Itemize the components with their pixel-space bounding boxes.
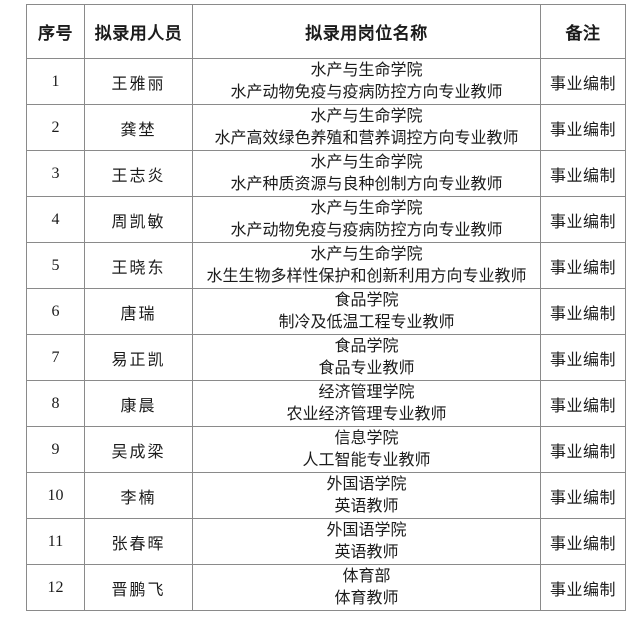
cell-remark: 事业编制 bbox=[540, 104, 626, 151]
cell-position: 食品学院食品专业教师 bbox=[192, 334, 541, 381]
cell-candidate-name: 康晨 bbox=[84, 380, 193, 427]
cell-position: 水产与生命学院水产动物免疫与疫病防控方向专业教师 bbox=[192, 58, 541, 105]
cell-position: 外国语学院 英语教师 bbox=[192, 518, 541, 565]
cell-remark: 事业编制 bbox=[540, 150, 626, 197]
cell-remark: 事业编制 bbox=[540, 58, 626, 105]
cell-index: 4 bbox=[26, 196, 85, 243]
cell-position: 食品学院制冷及低温工程专业教师 bbox=[192, 288, 541, 335]
cell-index: 1 bbox=[26, 58, 85, 105]
position-title: 水生生物多样性保护和创新利用方向专业教师 bbox=[206, 267, 527, 285]
position-college: 食品学院 bbox=[334, 337, 399, 355]
column-header-post: 拟录用岗位名称 bbox=[192, 4, 541, 59]
cell-candidate-name: 周凯敏 bbox=[84, 196, 193, 243]
position-college: 水产与生命学院 bbox=[310, 107, 423, 125]
table-row: 4 周凯敏 水产与生命学院 水产动物免疫与疫病防控方向专业教师 事业编制 bbox=[26, 196, 626, 243]
table-body: 1 王雅丽 水产与生命学院 水产动物免疫与疫病防控方向专业教师 事业编制 2 龚埜 水产与生命… bbox=[26, 58, 626, 611]
cell-remark: 事业编制 bbox=[540, 518, 626, 565]
position-title: 水产高效绿色养殖和营养调控方向专业教师 bbox=[214, 129, 519, 147]
cell-index: 7 bbox=[26, 334, 85, 381]
position-college: 食品学院 bbox=[334, 291, 399, 309]
cell-index: 6 bbox=[26, 288, 85, 335]
position-college: 水产与生命学院 bbox=[310, 199, 423, 217]
cell-index: 12 bbox=[26, 564, 85, 611]
position-title: 体育教师 bbox=[334, 589, 399, 607]
cell-index: 2 bbox=[26, 104, 85, 151]
table-row: 5 王晓东 水产与生命学院 水生生物多样性保护和创新利用方向专业教师 事业编制 bbox=[26, 242, 626, 289]
position-college: 水产与生命学院 bbox=[310, 245, 423, 263]
cell-position: 经济管理学院农业经济管理专业教师 bbox=[192, 380, 541, 427]
cell-remark: 事业编制 bbox=[540, 472, 626, 519]
table-row: 11 张春晖 外国语学院 英语教师 事业编制 bbox=[26, 518, 626, 565]
position-title: 水产动物免疫与疫病防控方向专业教师 bbox=[230, 221, 503, 239]
position-college: 经济管理学院 bbox=[318, 383, 415, 401]
cell-index: 3 bbox=[26, 150, 85, 197]
cell-remark: 事业编制 bbox=[540, 564, 626, 611]
cell-index: 8 bbox=[26, 380, 85, 427]
position-title: 食品专业教师 bbox=[318, 359, 415, 377]
cell-candidate-name: 龚埜 bbox=[84, 104, 193, 151]
cell-position: 水产与生命学院水生生物多样性保护和创新利用方向专业教师 bbox=[192, 242, 541, 289]
position-title: 农业经济管理专业教师 bbox=[286, 405, 447, 423]
cell-remark: 事业编制 bbox=[540, 380, 626, 427]
table-header: 序号 拟录用人员 拟录用岗位名称 备注 bbox=[26, 4, 626, 59]
position-title: 水产种质资源与良种创制方向专业教师 bbox=[230, 175, 503, 193]
cell-candidate-name: 李楠 bbox=[84, 472, 193, 519]
table-row: 6 唐瑞 食品学院 制冷及低温工程专业教师 事业编制 bbox=[26, 288, 626, 335]
cell-position: 外国语学院 英语教师 bbox=[192, 472, 541, 519]
cell-position: 水产与生命学院水产高效绿色养殖和营养调控方向专业教师 bbox=[192, 104, 541, 151]
cell-candidate-name: 王雅丽 bbox=[84, 58, 193, 105]
position-college: 体育部 bbox=[342, 567, 391, 585]
cell-index: 11 bbox=[26, 518, 85, 565]
cell-remark: 事业编制 bbox=[540, 242, 626, 289]
cell-position: 水产与生命学院水产动物免疫与疫病防控方向专业教师 bbox=[192, 196, 541, 243]
cell-candidate-name: 王晓东 bbox=[84, 242, 193, 289]
cell-candidate-name: 张春晖 bbox=[84, 518, 193, 565]
cell-candidate-name: 晋鹏飞 bbox=[84, 564, 193, 611]
cell-candidate-name: 吴成梁 bbox=[84, 426, 193, 473]
cell-position: 水产与生命学院水产种质资源与良种创制方向专业教师 bbox=[192, 150, 541, 197]
position-title: 人工智能专业教师 bbox=[302, 451, 431, 469]
table-row: 8 康晨 经济管理学院 农业经济管理专业教师 事业编制 bbox=[26, 380, 626, 427]
position-college: 水产与生命学院 bbox=[310, 153, 423, 171]
table-row: 9 吴成梁 信息学院 人工智能专业教师 事业编制 bbox=[26, 426, 626, 473]
cell-candidate-name: 易正凯 bbox=[84, 334, 193, 381]
cell-index: 10 bbox=[26, 472, 85, 519]
cell-position: 信息学院人工智能专业教师 bbox=[192, 426, 541, 473]
column-header-name: 拟录用人员 bbox=[84, 4, 193, 59]
cell-candidate-name: 王志炎 bbox=[84, 150, 193, 197]
column-header-index: 序号 bbox=[26, 4, 85, 59]
position-title: 英语教师 bbox=[334, 497, 399, 515]
cell-index: 5 bbox=[26, 242, 85, 289]
position-college: 信息学院 bbox=[334, 429, 399, 447]
position-title: 制冷及低温工程专业教师 bbox=[278, 313, 455, 331]
position-title: 英语教师 bbox=[334, 543, 399, 561]
cell-remark: 事业编制 bbox=[540, 288, 626, 335]
cell-remark: 事业编制 bbox=[540, 426, 626, 473]
table-row: 7 易正凯 食品学院 食品专业教师 事业编制 bbox=[26, 334, 626, 381]
cell-position: 体育部 体育教师 bbox=[192, 564, 541, 611]
table-header-row: 序号 拟录用人员 拟录用岗位名称 备注 bbox=[26, 4, 626, 59]
table-row: 12 晋鹏飞 体育部 体育教师 事业编制 bbox=[26, 564, 626, 611]
table-row: 3 王志炎 水产与生命学院 水产种质资源与良种创制方向专业教师 事业编制 bbox=[26, 150, 626, 197]
position-college: 水产与生命学院 bbox=[310, 61, 423, 79]
position-title: 水产动物免疫与疫病防控方向专业教师 bbox=[230, 83, 503, 101]
hire-candidates-table: 序号 拟录用人员 拟录用岗位名称 备注 1 王雅丽 水产与生命学院 水产动物免疫与疫病… bbox=[26, 4, 626, 611]
column-header-remark: 备注 bbox=[540, 4, 626, 59]
cell-candidate-name: 唐瑞 bbox=[84, 288, 193, 335]
table-row: 10 李楠 外国语学院 英语教师 事业编制 bbox=[26, 472, 626, 519]
cell-remark: 事业编制 bbox=[540, 196, 626, 243]
position-college: 外国语学院 bbox=[326, 475, 407, 493]
table-row: 2 龚埜 水产与生命学院 水产高效绿色养殖和营养调控方向专业教师 事业编制 bbox=[26, 104, 626, 151]
table-row: 1 王雅丽 水产与生命学院 水产动物免疫与疫病防控方向专业教师 事业编制 bbox=[26, 58, 626, 105]
cell-remark: 事业编制 bbox=[540, 334, 626, 381]
position-college: 外国语学院 bbox=[326, 521, 407, 539]
cell-index: 9 bbox=[26, 426, 85, 473]
